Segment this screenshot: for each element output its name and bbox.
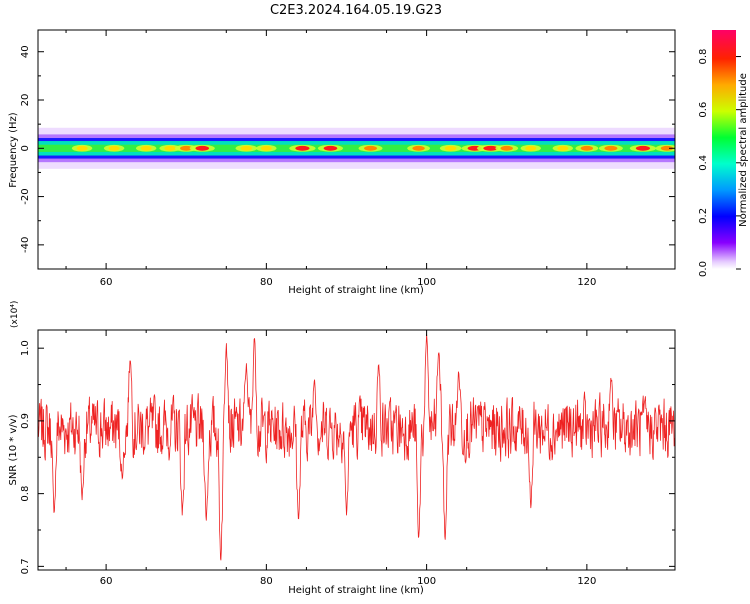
y-tick-label: 40 xyxy=(20,45,31,58)
y-tick-label: 1.0 xyxy=(20,340,31,356)
y-tick-label: 0.7 xyxy=(20,558,31,574)
x-tick-label: 80 xyxy=(260,576,273,587)
hotspot xyxy=(195,145,210,151)
x-tick-label: 120 xyxy=(577,277,596,288)
heatmap-ylabel: Frequency (Hz) xyxy=(8,112,19,188)
heatmap-frame xyxy=(37,29,676,270)
colorbar-tick-label: 0.2 xyxy=(698,208,709,224)
hotspot xyxy=(140,145,152,151)
hotspot xyxy=(76,145,88,151)
hotspot xyxy=(412,145,425,151)
hotspot xyxy=(580,145,594,151)
colorbar-tick-label: 0.6 xyxy=(698,102,709,118)
hotspot xyxy=(635,145,651,151)
hotspot xyxy=(240,145,253,151)
snr-scale-label: (x10⁴) xyxy=(10,301,20,328)
y-tick-label: -20 xyxy=(20,188,31,204)
hotspot xyxy=(483,145,499,151)
spectral-band xyxy=(38,127,675,169)
hotspot xyxy=(180,145,193,151)
colorbar-tick-label: 0.8 xyxy=(698,49,709,65)
colorbar: 0.0 0.2 0.4 0.6 0.8 Normalized spectral ampl… xyxy=(698,30,749,277)
y-tick-label: 0.8 xyxy=(20,486,31,502)
hotspot xyxy=(164,145,177,151)
hotspot xyxy=(444,145,457,151)
x-tick-label: 60 xyxy=(100,576,113,587)
x-tick-label: 80 xyxy=(260,277,273,288)
x-tick-label: 100 xyxy=(417,576,436,587)
hotspot xyxy=(604,145,618,151)
hotspot xyxy=(557,145,569,151)
snr-ticks: 60 80 100 120 0.7 0.8 0.9 1.0 xyxy=(20,330,675,587)
x-tick-label: 100 xyxy=(417,277,436,288)
heatmap-panel: 60 80 100 120 -40 -20 0 20 40 Height of straight… xyxy=(8,29,676,296)
snr-xlabel: Height of straight line (km) xyxy=(288,585,424,596)
snr-panel: 60 80 100 120 0.7 0.8 0.9 1.0 Height of straigh… xyxy=(8,301,676,596)
x-tick-label: 120 xyxy=(577,576,596,587)
hotspot xyxy=(260,145,272,151)
colorbar-tick-label: 0.4 xyxy=(698,155,709,171)
snr-frame xyxy=(37,329,676,571)
y-tick-label: 20 xyxy=(20,94,31,107)
hotspot xyxy=(525,145,537,151)
snr-ylabel: SNR (10 * v/v) xyxy=(8,414,19,485)
hotspot xyxy=(108,145,120,151)
x-tick-label: 60 xyxy=(100,277,113,288)
snr-series-line xyxy=(38,334,675,561)
y-tick-label: 0.9 xyxy=(20,413,31,429)
figure-title: C2E3.2024.164.05.19.G23 xyxy=(270,3,442,18)
heatmap-xlabel: Height of straight line (km) xyxy=(288,285,424,296)
hotspot xyxy=(500,145,513,151)
y-tick-label: 0 xyxy=(20,145,31,151)
hotspot xyxy=(660,145,674,151)
hotspot xyxy=(323,145,338,151)
colorbar-ticks: 0.0 0.2 0.4 0.6 0.8 xyxy=(698,49,741,277)
heatmap-ticks: 60 80 100 120 -40 -20 0 20 40 xyxy=(20,30,675,288)
y-tick-label: -40 xyxy=(20,237,31,253)
hotspot xyxy=(364,145,378,151)
band-center xyxy=(38,144,675,152)
hotspot xyxy=(295,145,310,151)
colorbar-label: Normalized spectral amplitude xyxy=(738,73,749,227)
colorbar-gradient xyxy=(712,30,736,269)
colorbar-tick-label: 0.0 xyxy=(698,261,709,277)
